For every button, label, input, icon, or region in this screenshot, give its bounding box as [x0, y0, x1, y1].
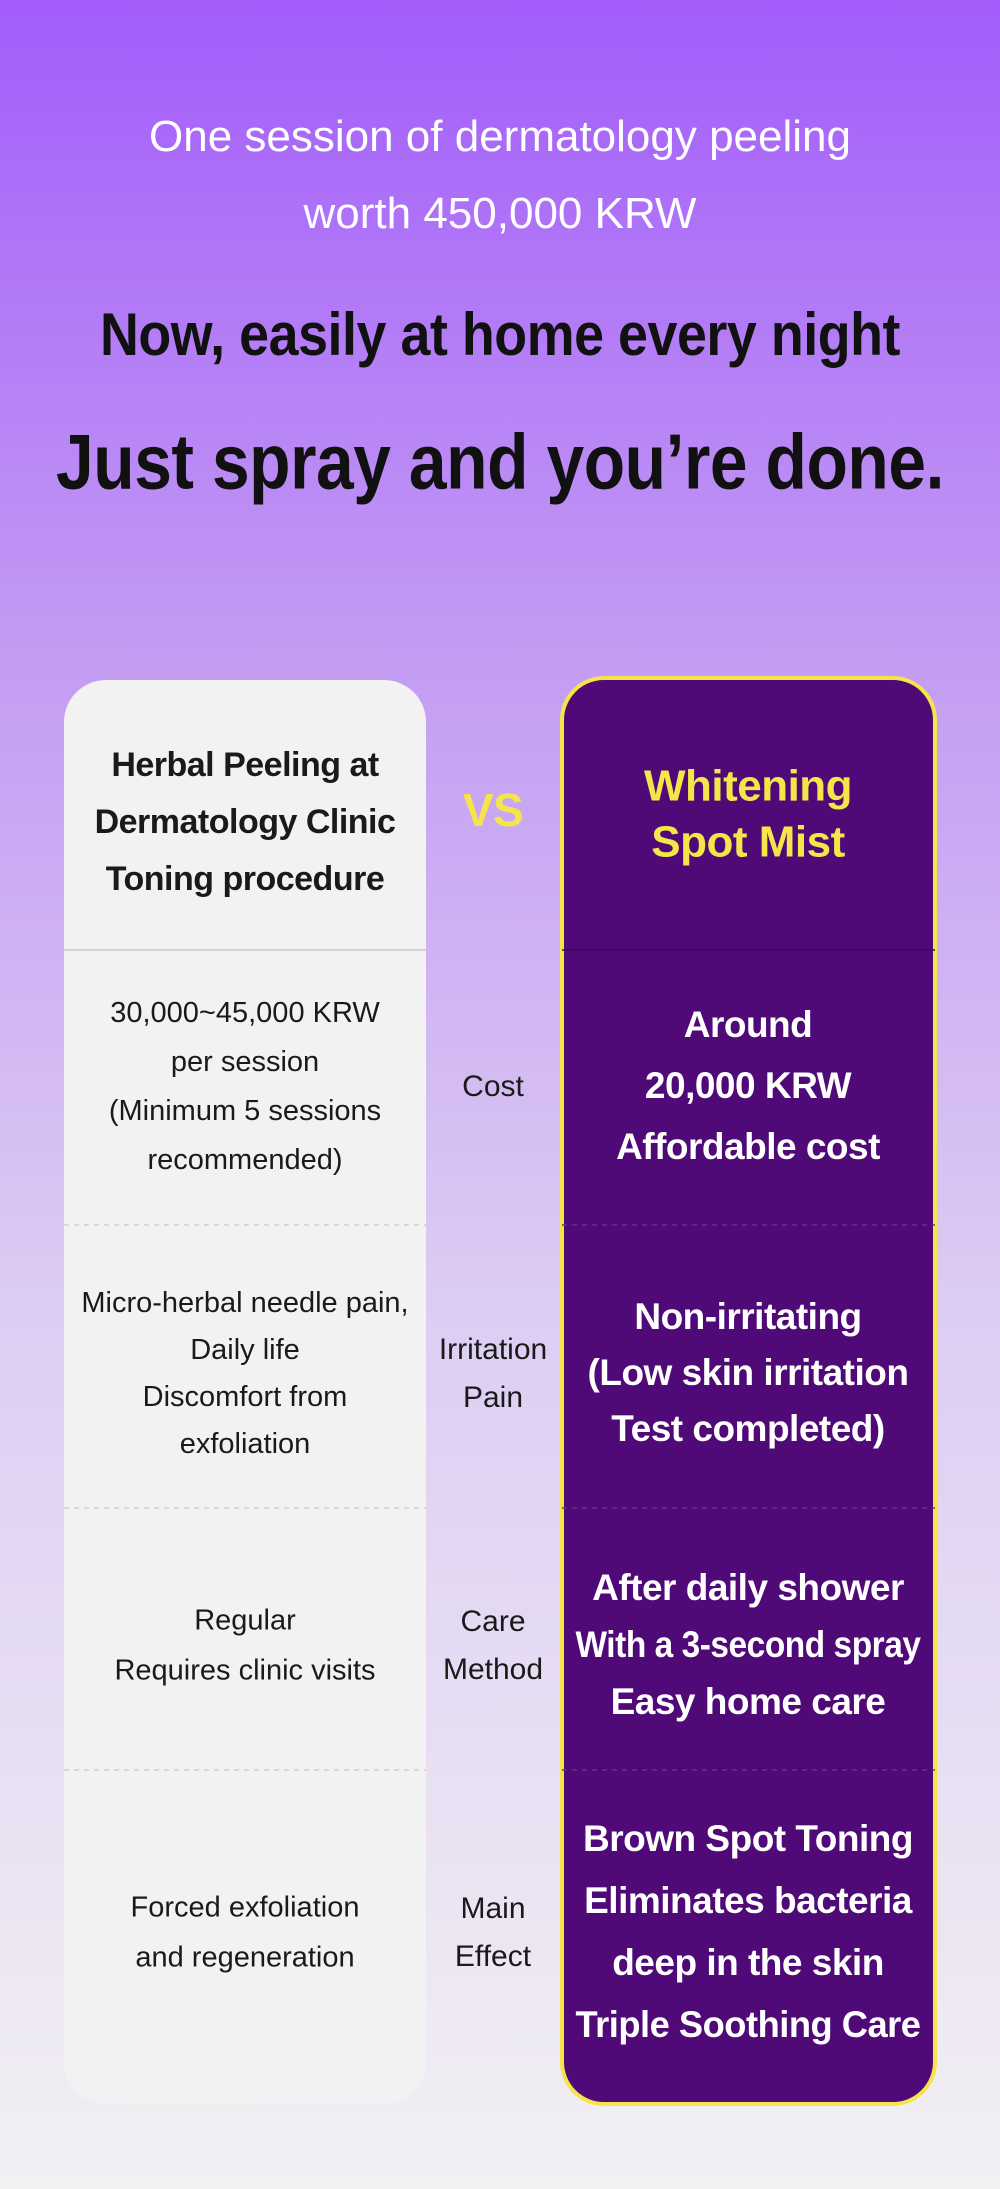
product-cell: Brown Spot Toning: [583, 1818, 913, 1859]
intro-line: One session of dermatology peeling: [149, 112, 851, 161]
clinic-header: Herbal Peeling at: [111, 746, 379, 784]
product-header: Whitening: [644, 762, 852, 811]
product-cell: Non-irritating: [634, 1296, 861, 1337]
product-cell: Triple Soothing Care: [576, 2004, 921, 2045]
product-cell: deep in the skin: [612, 1942, 884, 1983]
clinic-cell: Requires clinic visits: [114, 1655, 375, 1687]
product-cell: After daily shower: [592, 1567, 904, 1608]
product-cell: 20,000 KRW: [645, 1065, 852, 1106]
product-header: Spot Mist: [651, 818, 845, 867]
row-label: Care: [460, 1605, 525, 1638]
clinic-cell: (Minimum 5 sessions: [109, 1095, 381, 1127]
headline: Just spray and you’re done.: [56, 418, 944, 506]
clinic-cell: per session: [171, 1046, 319, 1078]
product-cell: With a 3-second spray: [576, 1624, 922, 1665]
clinic-cell: recommended): [147, 1144, 342, 1176]
clinic-cell: Daily life: [190, 1334, 300, 1366]
clinic-header: Toning procedure: [106, 860, 384, 898]
row-label: Method: [443, 1653, 543, 1686]
clinic-header: Dermatology Clinic: [95, 803, 396, 841]
texts: One session of dermatology peeling worth …: [56, 112, 945, 2045]
product-cell: (Low skin irritation: [588, 1352, 909, 1393]
product-cell: Easy home care: [611, 1681, 886, 1722]
vs-label: VS: [463, 784, 523, 836]
product-cell: Affordable cost: [616, 1126, 880, 1167]
dividers: [64, 1224, 935, 1771]
clinic-cell: Discomfort from: [143, 1381, 348, 1413]
product-cell: Eliminates bacteria: [584, 1880, 913, 1921]
clinic-cell: Micro-herbal needle pain,: [81, 1287, 408, 1319]
row-label: Effect: [455, 1940, 532, 1973]
row-label: Main: [460, 1892, 525, 1925]
clinic-cell: Regular: [194, 1605, 296, 1637]
product-card: [560, 676, 937, 2106]
row-label: Pain: [463, 1381, 523, 1414]
product-cell: Around: [684, 1004, 813, 1045]
clinic-cell: exfoliation: [180, 1428, 311, 1460]
clinic-cell: and regeneration: [135, 1942, 354, 1974]
product-cell: Test completed): [611, 1408, 884, 1449]
row-label: Irritation: [439, 1333, 547, 1366]
intro-line: worth 450,000 KRW: [303, 189, 697, 238]
clinic-cell: 30,000~45,000 KRW: [110, 997, 380, 1029]
clinic-cell: Forced exfoliation: [131, 1892, 360, 1924]
clinic-card: [64, 680, 426, 2104]
subtitle: Now, easily at home every night: [100, 301, 900, 368]
row-label: Cost: [462, 1070, 524, 1103]
